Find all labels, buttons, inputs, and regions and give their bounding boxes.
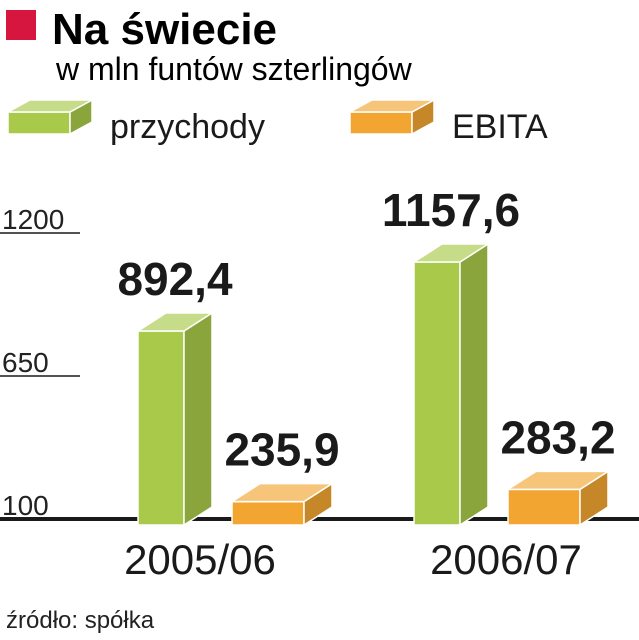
legend-label-1: EBITA <box>452 108 548 146</box>
legend-swatch-0-front <box>7 111 71 135</box>
legend-swatch-1 <box>349 98 435 136</box>
chart-title: Na świecie <box>52 5 277 54</box>
data-label-0-0: 892,4 <box>117 253 233 305</box>
title-marker <box>6 10 36 40</box>
legend-swatch-0-top <box>7 99 93 113</box>
bar-1-0 <box>229 482 335 527</box>
bar-0-0-front <box>137 330 185 526</box>
legend-swatch-1-top <box>349 99 435 113</box>
chart-subtitle: w mln funtów szterlingów <box>55 51 413 87</box>
x-tick-label-0: 2005/06 <box>124 536 276 583</box>
bar-1-0-front <box>231 500 305 526</box>
data-label-1-1: 283,2 <box>500 411 615 463</box>
source-note: źródło: spółka <box>6 607 155 634</box>
bars: 892,4 235,9 1157,6 283,2 <box>117 184 616 527</box>
bar-0-1 <box>411 242 491 527</box>
bar-1-1-front <box>507 488 581 526</box>
bar-0-1-front <box>413 261 461 526</box>
bar-1-0-top <box>229 482 335 503</box>
bar-1-1-top <box>505 470 611 491</box>
bar-0-1-side <box>459 242 489 527</box>
bar-1-1 <box>505 469 611 527</box>
bar-0-0 <box>135 311 215 527</box>
y-tick-label-1: 650 <box>2 347 49 378</box>
bar-0-0-top <box>135 312 215 332</box>
x-tick-label-1: 2006/07 <box>430 536 582 583</box>
y-tick-label-2: 1200 <box>2 204 64 235</box>
legend-swatch-0 <box>7 98 93 136</box>
legend-swatch-1-front <box>349 111 413 135</box>
legend-label-0: przychody <box>110 108 265 146</box>
bar-0-1-top <box>411 243 491 263</box>
data-label-0-1: 1157,6 <box>382 184 520 236</box>
y-tick-label-0: 100 <box>2 490 49 521</box>
bar-0-0-side <box>183 311 213 527</box>
data-label-1-0: 235,9 <box>224 424 339 476</box>
x-axis: 2005/06 2006/07 <box>124 536 582 583</box>
legend: przychody EBITA <box>7 98 548 146</box>
